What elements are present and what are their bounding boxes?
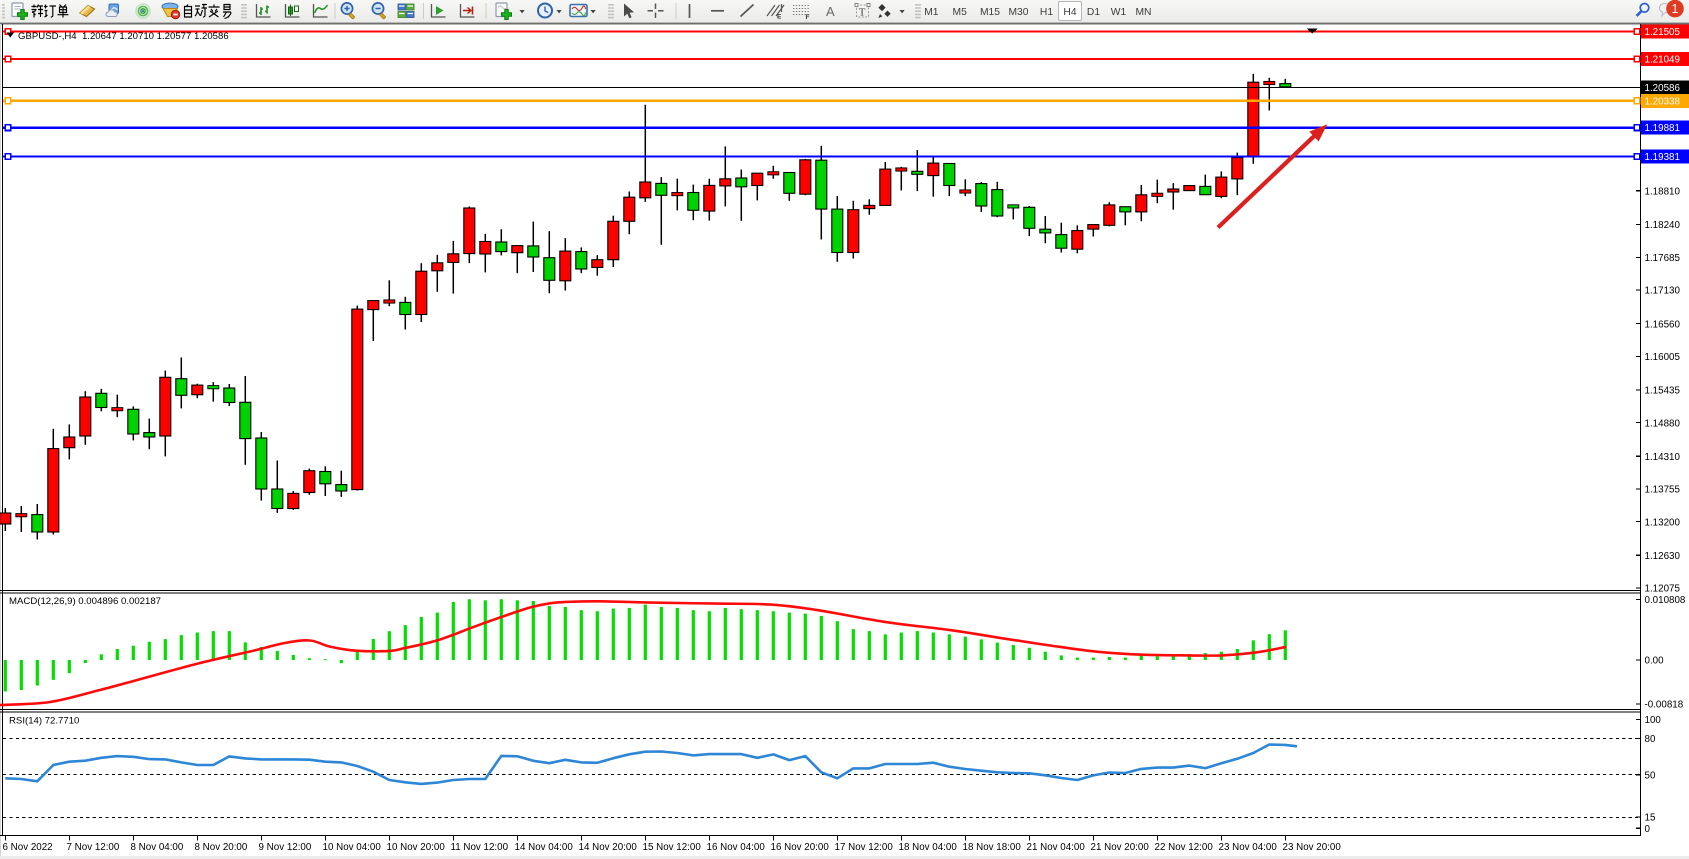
svg-text:1.12630: 1.12630 <box>1645 551 1681 562</box>
svg-text:-0.00818: -0.00818 <box>1645 700 1684 711</box>
svg-text:M15: M15 <box>980 7 1000 18</box>
svg-text:0.00: 0.00 <box>1645 656 1665 667</box>
svg-text:M5: M5 <box>953 7 968 18</box>
svg-text:1.20338: 1.20338 <box>1645 96 1681 107</box>
svg-text:23 Nov 04:00: 23 Nov 04:00 <box>1219 842 1278 853</box>
svg-text:18 Nov 04:00: 18 Nov 04:00 <box>899 842 958 853</box>
svg-text:1.20586: 1.20586 <box>1645 83 1681 94</box>
svg-text:H1: H1 <box>1040 7 1053 18</box>
svg-text:16 Nov 20:00: 16 Nov 20:00 <box>771 842 830 853</box>
svg-text:1.17685: 1.17685 <box>1645 253 1681 264</box>
svg-text:50: 50 <box>1645 770 1656 781</box>
svg-text:7 Nov 12:00: 7 Nov 12:00 <box>67 842 120 853</box>
svg-text:1.18240: 1.18240 <box>1645 220 1681 231</box>
svg-text:1.18810: 1.18810 <box>1645 186 1681 197</box>
svg-text:A: A <box>826 4 835 19</box>
svg-text:1.19881: 1.19881 <box>1645 123 1680 134</box>
svg-text:80: 80 <box>1645 734 1656 745</box>
svg-text:1.13755: 1.13755 <box>1645 485 1681 496</box>
svg-text:15: 15 <box>1645 813 1656 824</box>
svg-text:M30: M30 <box>1008 7 1028 18</box>
svg-text:1.13200: 1.13200 <box>1645 517 1681 528</box>
svg-text:14 Nov 20:00: 14 Nov 20:00 <box>579 842 638 853</box>
svg-text:MN: MN <box>1135 7 1151 18</box>
svg-text:D1: D1 <box>1087 7 1100 18</box>
svg-text:T: T <box>859 6 866 18</box>
svg-text:21 Nov 04:00: 21 Nov 04:00 <box>1027 842 1086 853</box>
svg-text:1.21505: 1.21505 <box>1645 27 1681 38</box>
svg-text:0.010808: 0.010808 <box>1645 595 1686 606</box>
svg-text:E: E <box>777 14 782 21</box>
svg-text:MACD(12,26,9) 0.004896 0.00218: MACD(12,26,9) 0.004896 0.002187 <box>9 596 161 607</box>
svg-text:H4: H4 <box>1063 7 1076 18</box>
svg-text:1.14310: 1.14310 <box>1645 452 1681 463</box>
svg-text:GBPUSD-,H4 1.20647 1.20710 1.: GBPUSD-,H4 1.20647 1.20710 1.20577 1.205… <box>18 31 229 42</box>
svg-text:8 Nov 04:00: 8 Nov 04:00 <box>131 842 184 853</box>
svg-text:14 Nov 04:00: 14 Nov 04:00 <box>515 842 574 853</box>
svg-text:9 Nov 12:00: 9 Nov 12:00 <box>259 842 312 853</box>
svg-text:RSI(14) 72.7710: RSI(14) 72.7710 <box>9 715 79 726</box>
svg-text:1: 1 <box>1672 2 1679 16</box>
svg-text:10 Nov 20:00: 10 Nov 20:00 <box>387 842 446 853</box>
svg-text:100: 100 <box>1645 715 1662 726</box>
svg-text:F: F <box>806 14 810 21</box>
svg-text:1.14880: 1.14880 <box>1645 418 1681 429</box>
svg-text:17 Nov 12:00: 17 Nov 12:00 <box>835 842 894 853</box>
svg-text:1.16005: 1.16005 <box>1645 352 1681 363</box>
svg-text:1.12075: 1.12075 <box>1645 584 1681 595</box>
svg-text:18 Nov 18:00: 18 Nov 18:00 <box>963 842 1022 853</box>
svg-text:1.19381: 1.19381 <box>1645 152 1680 163</box>
svg-text:8 Nov 20:00: 8 Nov 20:00 <box>195 842 248 853</box>
svg-text:10 Nov 04:00: 10 Nov 04:00 <box>323 842 382 853</box>
svg-text:11 Nov 12:00: 11 Nov 12:00 <box>451 842 509 853</box>
svg-text:1.16560: 1.16560 <box>1645 319 1681 330</box>
svg-text:1.17130: 1.17130 <box>1645 286 1681 297</box>
svg-text:W1: W1 <box>1111 7 1127 18</box>
svg-text:0: 0 <box>1645 824 1651 835</box>
svg-text:1.21049: 1.21049 <box>1645 55 1680 66</box>
svg-text:16 Nov 04:00: 16 Nov 04:00 <box>707 842 766 853</box>
svg-text:23 Nov 20:00: 23 Nov 20:00 <box>1283 842 1342 853</box>
svg-text:1.15435: 1.15435 <box>1645 386 1681 397</box>
svg-text:15 Nov 12:00: 15 Nov 12:00 <box>643 842 702 853</box>
svg-text:M1: M1 <box>924 7 939 18</box>
svg-text:21 Nov 20:00: 21 Nov 20:00 <box>1091 842 1150 853</box>
svg-text:6 Nov 2022: 6 Nov 2022 <box>3 842 53 853</box>
svg-text:22 Nov 12:00: 22 Nov 12:00 <box>1155 842 1214 853</box>
